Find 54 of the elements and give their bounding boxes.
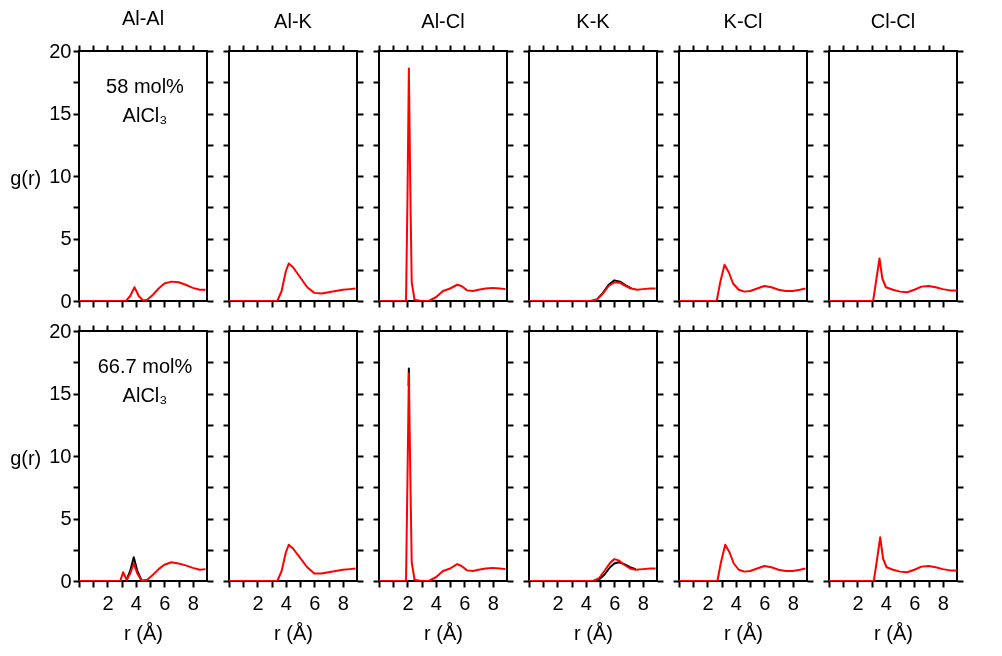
x-axis-title: r (Å) (424, 621, 463, 644)
y-tick-label: 15 (49, 102, 72, 124)
y-axis-title: g(r) (10, 166, 42, 189)
x-tick-label: 2 (852, 591, 864, 614)
x-axis-title: r (Å) (574, 621, 613, 644)
x-tick-label: 4 (430, 591, 442, 614)
x-axis-title: r (Å) (274, 621, 313, 644)
y-tick-label: 10 (49, 444, 72, 467)
x-tick-label: 2 (252, 591, 264, 614)
y-tick-label: 0 (60, 569, 72, 592)
x-tick-label: 6 (909, 591, 921, 614)
y-axis-title: g(r) (10, 446, 42, 469)
annotation: 66.7 mol% (97, 355, 193, 377)
x-tick-label: 4 (730, 591, 742, 614)
y-tick-label: 5 (60, 227, 72, 249)
x-tick-label: 4 (280, 591, 292, 614)
y-tick-label: 0 (60, 289, 72, 312)
x-tick-label: 6 (309, 591, 321, 614)
annotation: AlCl₃ (122, 384, 168, 406)
chart-title: Al-K (274, 10, 313, 32)
x-tick-label: 2 (402, 591, 414, 614)
x-tick-label: 8 (637, 591, 649, 614)
x-tick-label: 8 (337, 591, 349, 614)
x-tick-label: 6 (159, 591, 171, 614)
chart-title: K-K (576, 10, 611, 32)
x-axis-title: r (Å) (874, 621, 913, 644)
y-tick-label: 10 (49, 164, 72, 187)
chart-title: Al-Cl (421, 10, 465, 32)
x-tick-label: 2 (102, 591, 114, 614)
x-tick-label: 4 (130, 591, 142, 614)
x-tick-label: 4 (880, 591, 892, 614)
x-tick-label: 4 (580, 591, 592, 614)
x-tick-label: 2 (702, 591, 714, 614)
x-tick-label: 6 (759, 591, 771, 614)
line-series (79, 561, 207, 581)
annotation: 58 mol% (106, 75, 185, 97)
x-tick-label: 8 (187, 591, 199, 614)
x-tick-label: 8 (487, 591, 499, 614)
line-series (79, 280, 207, 301)
y-tick-label: 20 (49, 319, 72, 342)
chart-title: Al-Al (121, 7, 165, 29)
y-tick-label: 20 (49, 39, 72, 62)
x-tick-label: 2 (552, 591, 564, 614)
x-tick-label: 6 (459, 591, 471, 614)
x-tick-label: 8 (787, 591, 799, 614)
x-tick-label: 6 (609, 591, 621, 614)
y-tick-label: 15 (49, 382, 72, 404)
chart-title: Cl-Cl (870, 10, 916, 32)
y-tick-label: 5 (60, 507, 72, 529)
chart-title: K-Cl (723, 10, 763, 32)
annotation: AlCl₃ (122, 104, 168, 126)
x-axis-title: r (Å) (724, 621, 763, 644)
x-tick-label: 8 (937, 591, 949, 614)
x-axis-title: r (Å) (124, 621, 163, 644)
